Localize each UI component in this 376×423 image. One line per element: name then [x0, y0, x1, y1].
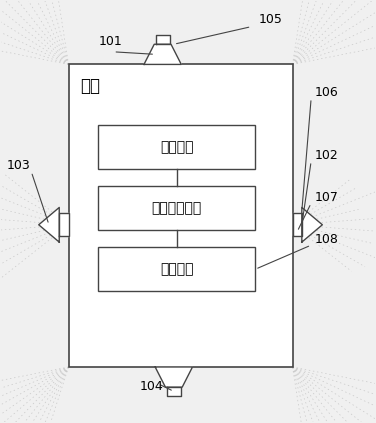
Text: 通信模块: 通信模块: [160, 140, 194, 154]
Text: 图像处理模块: 图像处理模块: [152, 201, 202, 215]
Text: 107: 107: [315, 191, 339, 204]
Polygon shape: [144, 44, 181, 64]
Text: 车身: 车身: [80, 77, 100, 95]
Polygon shape: [156, 35, 170, 44]
Text: 显示模块: 显示模块: [160, 262, 194, 276]
Text: 105: 105: [259, 13, 283, 26]
Text: 106: 106: [315, 86, 339, 99]
Text: 102: 102: [315, 149, 339, 162]
Bar: [68, 64, 293, 367]
Polygon shape: [39, 207, 59, 242]
Polygon shape: [59, 213, 68, 236]
Bar: [99, 125, 255, 170]
Text: 103: 103: [7, 159, 31, 173]
Polygon shape: [302, 207, 322, 242]
Polygon shape: [293, 213, 302, 236]
Polygon shape: [167, 387, 180, 396]
Text: 108: 108: [315, 233, 339, 246]
Bar: [99, 247, 255, 291]
Text: 101: 101: [99, 35, 122, 48]
Polygon shape: [155, 367, 193, 387]
Text: 104: 104: [139, 380, 163, 393]
Bar: [99, 186, 255, 231]
